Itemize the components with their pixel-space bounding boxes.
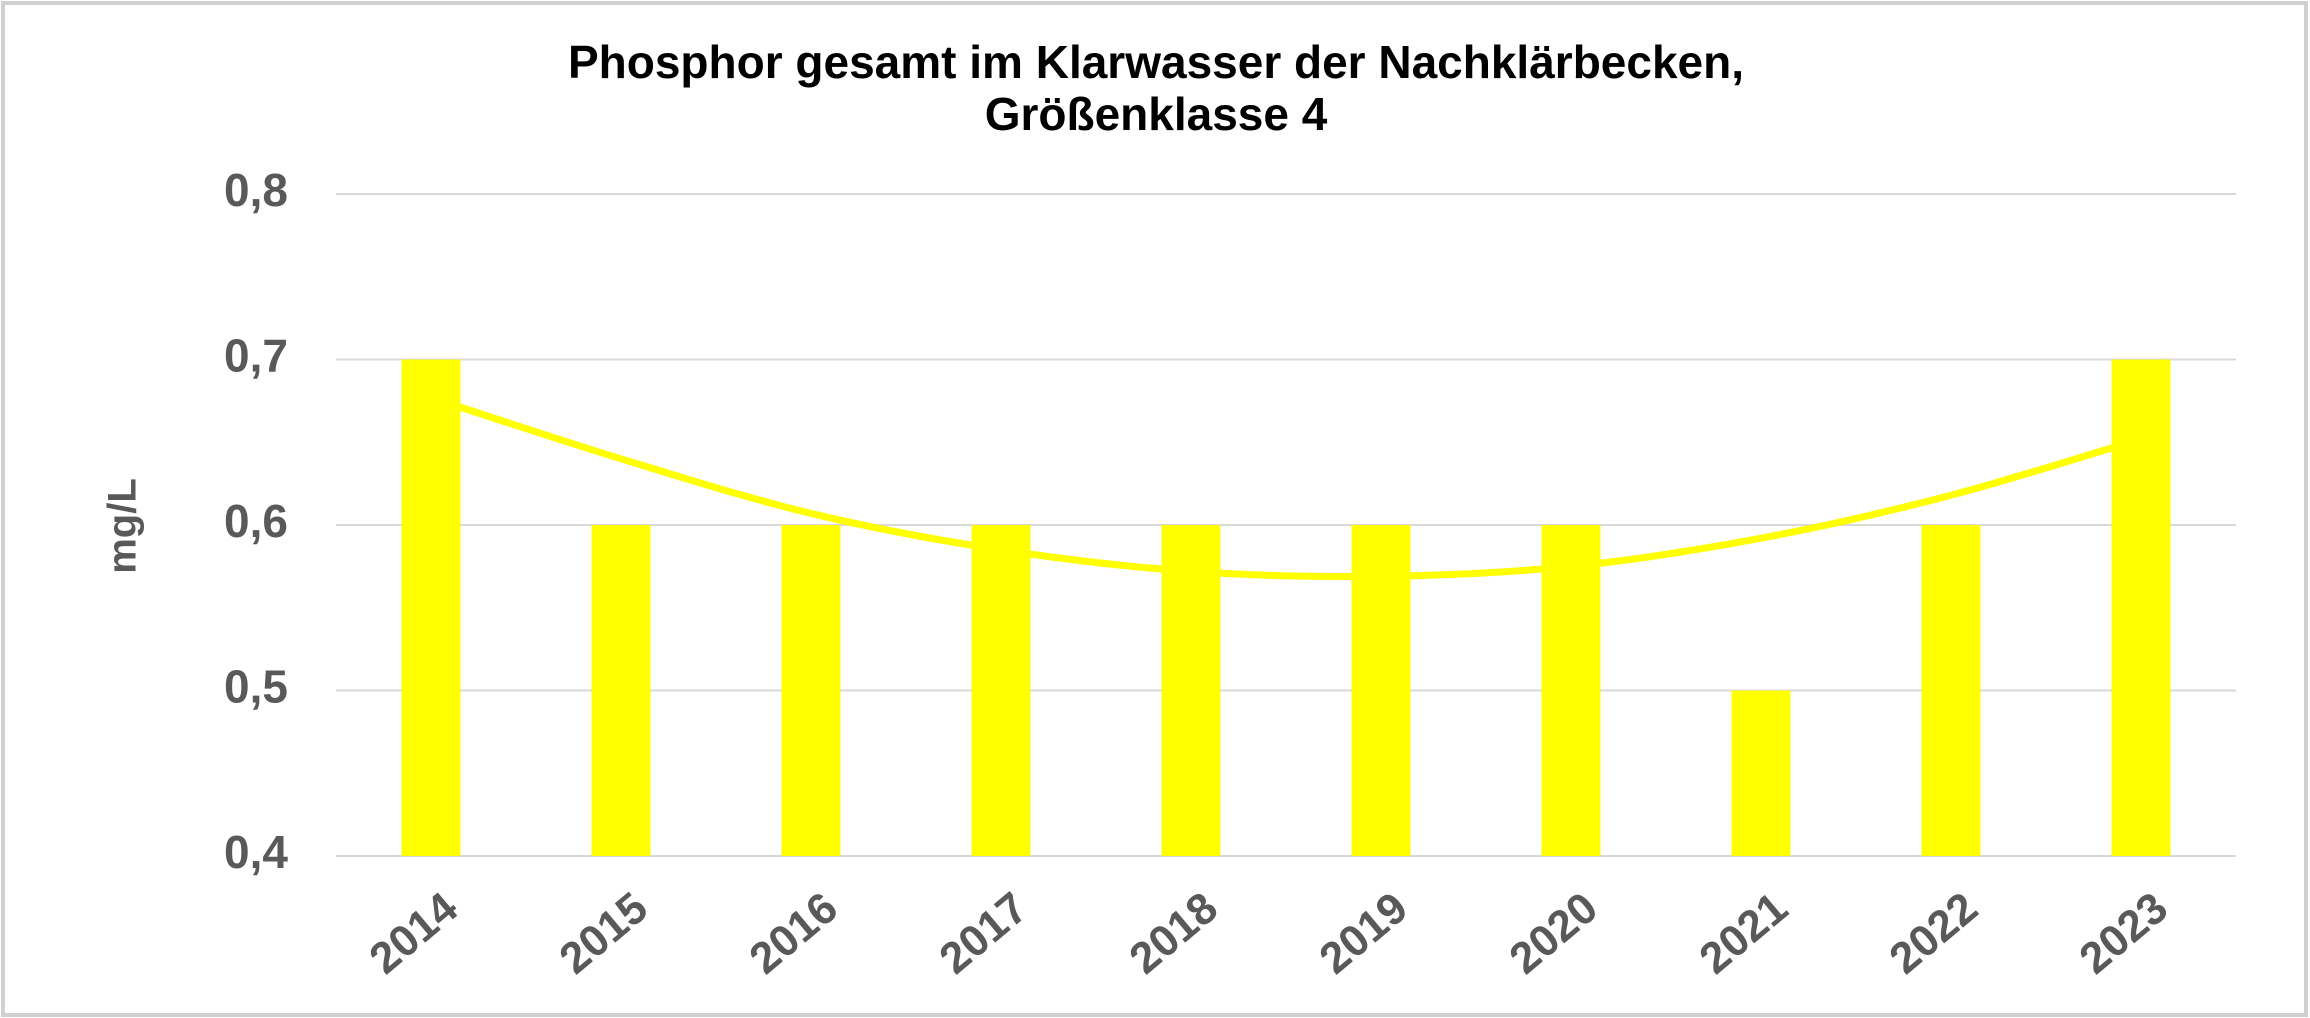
bar [781, 525, 841, 856]
chart-title: Phosphor gesamt im Klarwasser der Nachkl… [568, 36, 1744, 88]
y-tick-label: 0,4 [224, 826, 288, 878]
bar [1921, 525, 1981, 856]
bar [1161, 525, 1221, 856]
bar [401, 359, 461, 856]
bar [1541, 525, 1601, 856]
trend-line [429, 394, 2142, 581]
y-tick-label: 0,6 [224, 495, 288, 547]
y-axis-label: mg/L [101, 478, 145, 574]
y-tick-label: 0,8 [224, 164, 288, 216]
bar [1731, 690, 1791, 856]
bar [591, 525, 651, 856]
bar [1351, 525, 1411, 856]
y-tick-label: 0,5 [224, 661, 288, 713]
bar [971, 525, 1031, 856]
bar [2111, 359, 2171, 856]
y-tick-label: 0,7 [224, 330, 288, 382]
chart-title: Größenklasse 4 [985, 88, 1328, 140]
